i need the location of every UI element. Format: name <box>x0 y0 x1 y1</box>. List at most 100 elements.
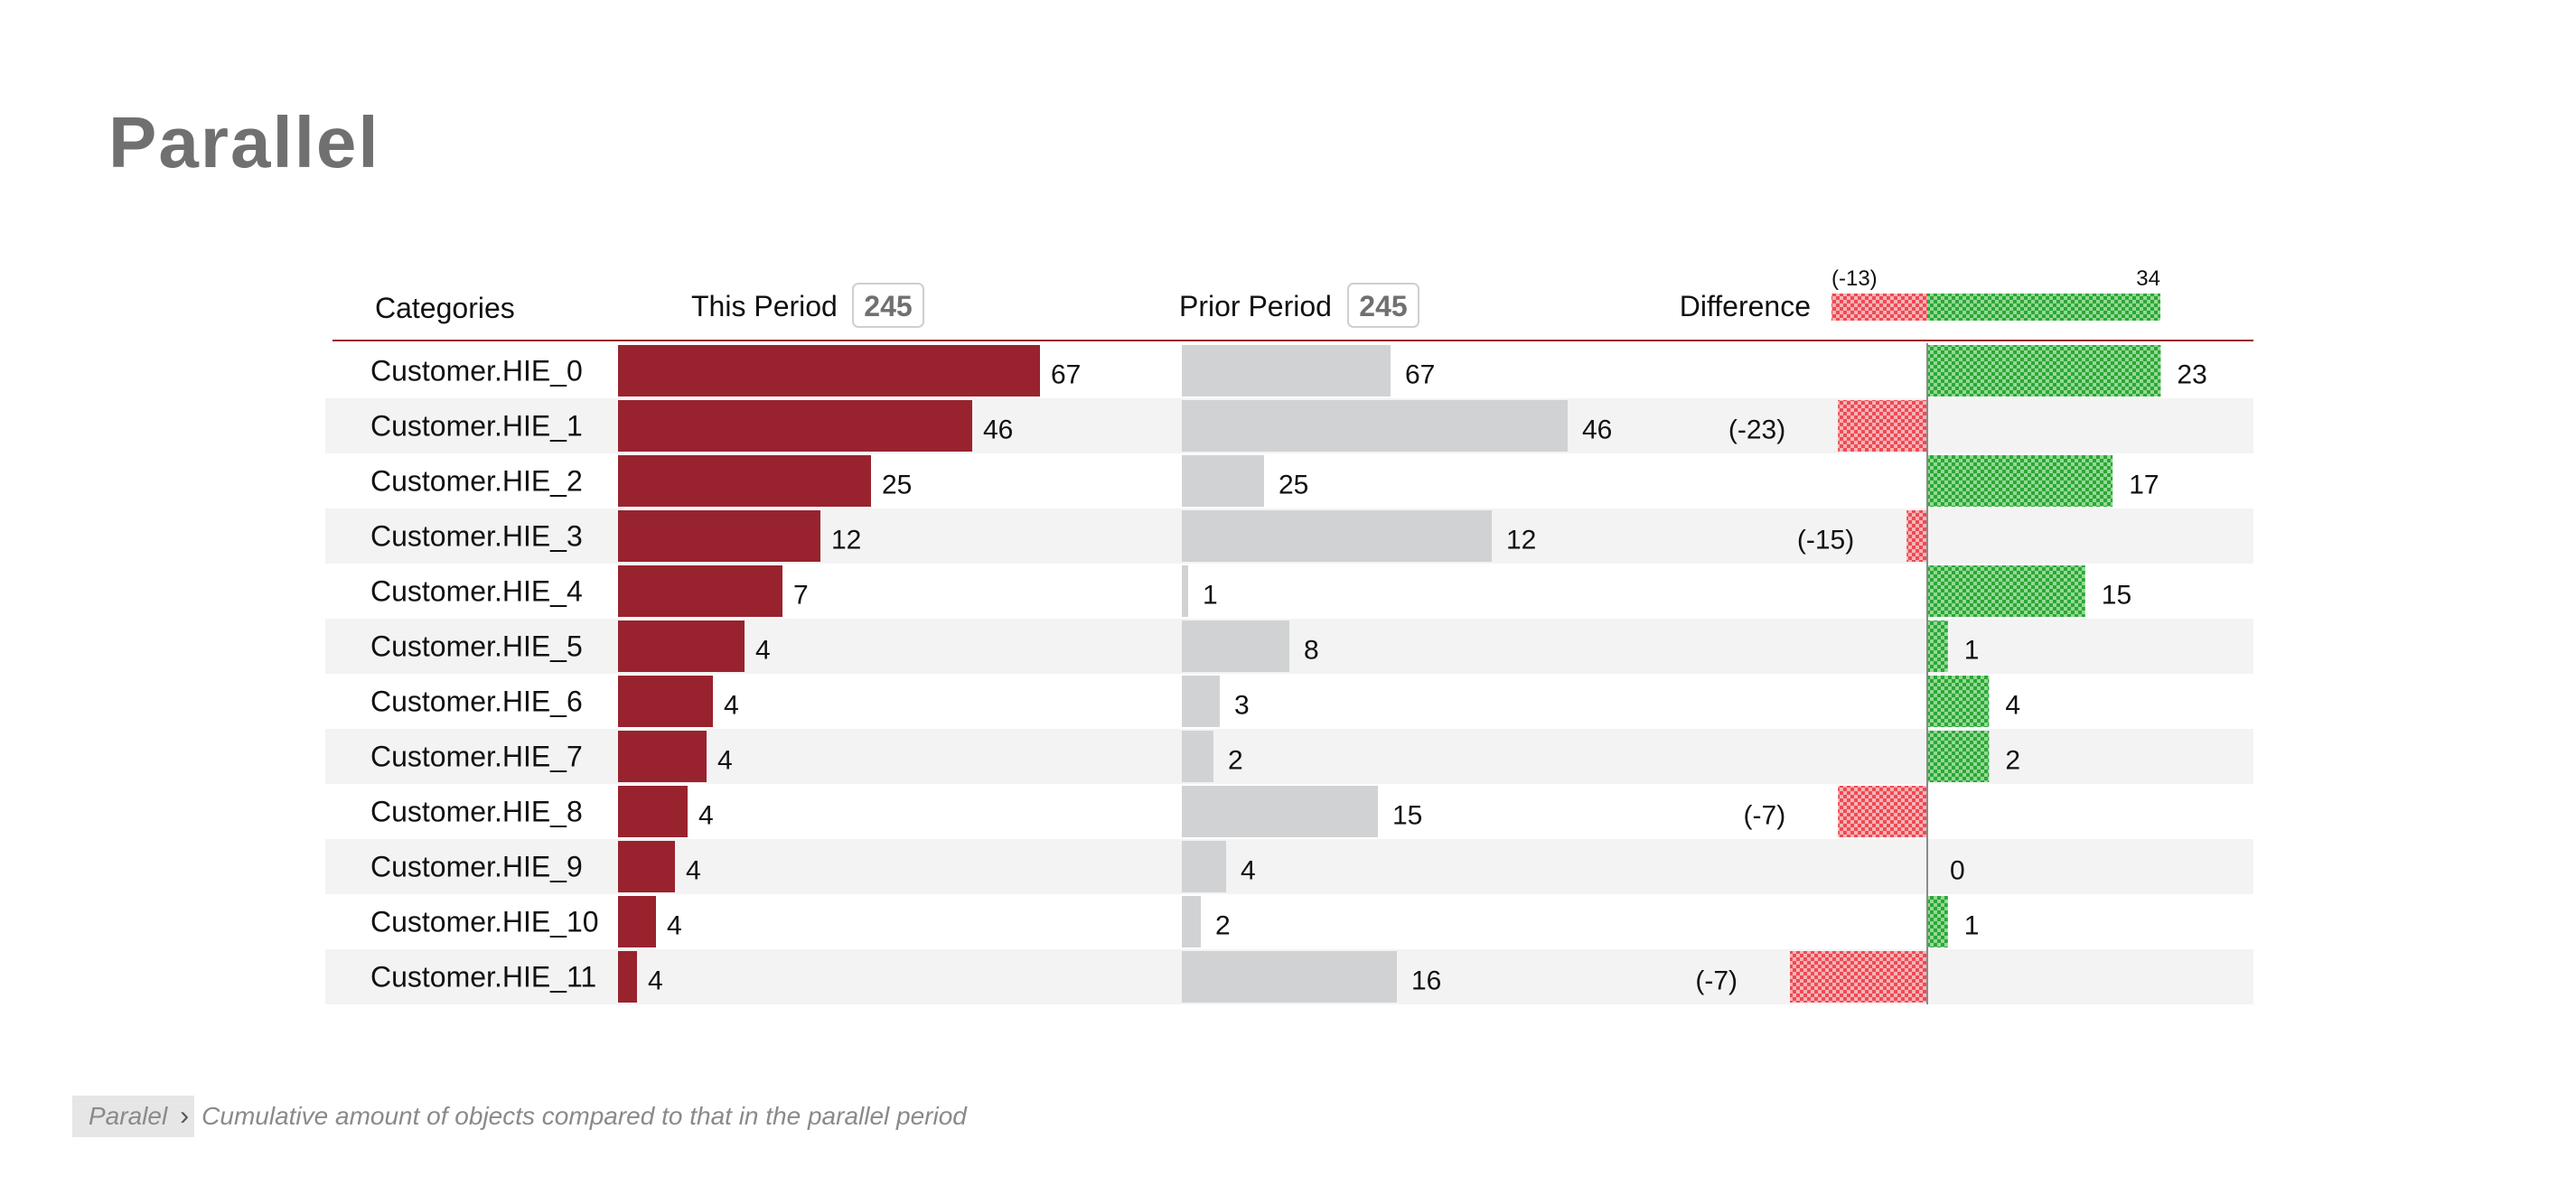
this-period-bar <box>618 731 707 782</box>
prior-period-bar <box>1182 565 1188 617</box>
prior-period-bar <box>1182 731 1213 782</box>
prior-period-label: 4 <box>1241 856 1256 886</box>
difference-label: (-7) <box>1695 966 1738 996</box>
prior-period-label: 46 <box>1582 415 1612 445</box>
category-label: Customer.HIE_2 <box>370 465 583 498</box>
this-period-label: 4 <box>648 966 663 996</box>
this-period-bar <box>618 345 1040 397</box>
category-label: Customer.HIE_9 <box>370 851 583 883</box>
prior-period-label: 3 <box>1234 691 1250 721</box>
prior-period-bar <box>1182 676 1220 727</box>
category-label: Customer.HIE_1 <box>370 410 583 443</box>
difference-bar-negative <box>1838 400 1927 452</box>
this-period-bar <box>618 620 745 672</box>
prior-period-label: 16 <box>1411 966 1441 996</box>
this-period-label: 46 <box>983 415 1013 445</box>
difference-scale-positive <box>1927 294 2160 321</box>
category-label: Customer.HIE_5 <box>370 630 583 663</box>
category-label: Customer.HIE_8 <box>370 796 583 828</box>
prior-period-bar <box>1182 786 1378 837</box>
category-label: Customer.HIE_10 <box>370 906 599 938</box>
difference-label: 1 <box>1964 636 1980 666</box>
difference-label: 17 <box>2129 471 2159 500</box>
category-label: Customer.HIE_11 <box>370 961 596 994</box>
this-period-bar <box>618 565 782 617</box>
prior-period-label: 67 <box>1405 360 1435 390</box>
this-period-bar <box>618 455 871 507</box>
difference-label: 15 <box>2102 581 2131 611</box>
difference-bar-negative <box>1906 510 1927 562</box>
prior-period-bar <box>1182 620 1289 672</box>
this-period-label: 4 <box>686 856 701 886</box>
header-this-period: This Period <box>691 290 838 322</box>
this-period-label: 4 <box>755 636 771 666</box>
prior-period-bar <box>1182 510 1492 562</box>
difference-bar-positive <box>1927 896 1948 947</box>
this-period-label: 25 <box>882 471 912 500</box>
this-period-label: 67 <box>1051 360 1081 390</box>
header-prior-period: Prior Period <box>1179 290 1332 322</box>
page-title: Parallel <box>108 102 380 182</box>
category-label: Customer.HIE_7 <box>370 741 583 773</box>
prior-period-bar <box>1182 455 1264 507</box>
difference-scale-min: (-13) <box>1831 266 1878 291</box>
this-period-label: 12 <box>831 526 861 555</box>
prior-period-total: 245 <box>1359 290 1407 322</box>
breadcrumb[interactable]: Paralel › <box>72 1096 195 1137</box>
footer: Paralel › Cumulative amount of objects c… <box>72 1096 967 1137</box>
difference-label: 2 <box>2005 746 2020 776</box>
difference-label: (-23) <box>1728 415 1785 445</box>
difference-scale-max: 34 <box>2136 266 2160 291</box>
difference-scale-negative <box>1831 294 1927 321</box>
prior-period-label: 15 <box>1392 801 1422 831</box>
prior-period-bar <box>1182 345 1391 397</box>
prior-period-label: 25 <box>1279 471 1308 500</box>
difference-bar-positive <box>1927 676 1990 727</box>
prior-period-label: 2 <box>1215 911 1231 941</box>
this-period-total: 245 <box>864 290 912 322</box>
difference-bar-positive <box>1927 565 2085 617</box>
header-categories: Categories <box>375 292 515 324</box>
prior-period-bar <box>1182 841 1226 892</box>
this-period-bar <box>618 841 675 892</box>
difference-bar-positive <box>1927 345 2161 397</box>
difference-bar-negative <box>1790 951 1927 1003</box>
prior-period-bar <box>1182 400 1568 452</box>
difference-label: 0 <box>1950 856 1965 886</box>
difference-bar-positive <box>1927 620 1948 672</box>
this-period-label: 4 <box>717 746 733 776</box>
difference-label: 23 <box>2177 360 2206 390</box>
chart-description: Cumulative amount of objects compared to… <box>201 1102 967 1130</box>
difference-bar-positive <box>1927 731 1990 782</box>
category-label: Customer.HIE_4 <box>370 575 583 608</box>
this-period-label: 7 <box>793 581 809 611</box>
prior-period-bar <box>1182 896 1201 947</box>
this-period-bar <box>618 896 656 947</box>
prior-period-total-box <box>1347 283 1419 328</box>
this-period-bar <box>618 510 820 562</box>
this-period-bar <box>618 676 713 727</box>
prior-period-bar <box>1182 951 1397 1003</box>
this-period-label: 4 <box>724 691 739 721</box>
prior-period-label: 8 <box>1304 636 1319 666</box>
this-period-bar <box>618 786 688 837</box>
this-period-label: 4 <box>698 801 714 831</box>
difference-bar-negative <box>1838 786 1927 837</box>
category-label: Customer.HIE_6 <box>370 686 583 718</box>
this-period-total-box <box>852 283 924 328</box>
breadcrumb-label: Paralel <box>89 1102 168 1130</box>
difference-label: 4 <box>2005 691 2020 721</box>
prior-period-label: 2 <box>1228 746 1243 776</box>
category-label: Customer.HIE_3 <box>370 520 583 553</box>
prior-period-label: 12 <box>1506 526 1536 555</box>
this-period-bar <box>618 400 972 452</box>
difference-bar-positive <box>1927 455 2113 507</box>
category-label: Customer.HIE_0 <box>370 355 583 387</box>
header-difference: Difference <box>1680 290 1811 322</box>
difference-label: (-15) <box>1797 526 1854 555</box>
this-period-bar <box>618 951 637 1003</box>
this-period-label: 4 <box>667 911 682 941</box>
difference-label: (-7) <box>1744 801 1786 831</box>
